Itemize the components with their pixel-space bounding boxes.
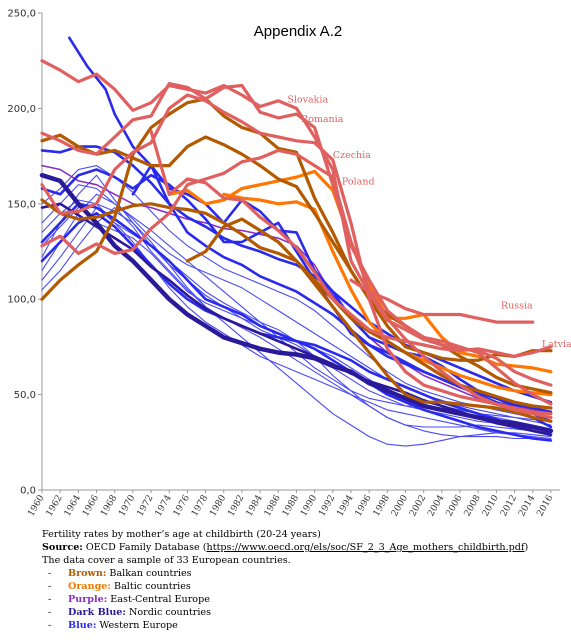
legend-item-dark-blue: - Dark Blue: Nordic countries (42, 606, 562, 619)
x-tick-label: 1996 (354, 493, 374, 518)
x-tick-label: 1992 (317, 494, 337, 519)
x-tick-label: 1968 (99, 493, 119, 518)
x-tick-label: 1998 (372, 493, 392, 518)
annotation-slovakia: Slovakia (287, 95, 328, 106)
y-tick-label: 250,0 (7, 9, 36, 20)
source-end: ) (524, 542, 529, 553)
x-tick-label: 1994 (335, 493, 355, 518)
legend-text: Nordic countries (125, 607, 212, 618)
legend-bullet: - (48, 620, 52, 631)
legend-text: Balkan countries (106, 568, 192, 579)
y-tick-label: 150,0 (7, 199, 36, 210)
series-line-lightblue-22 (41, 174, 552, 430)
y-tick-label: 50,0 (14, 390, 36, 401)
x-tick-label: 1990 (299, 493, 319, 518)
color-legend: - Brown: Balkan countries - Orange: Baltic … (42, 567, 562, 632)
series-line-lightblue-26 (41, 203, 552, 447)
x-tick-label: 2012 (499, 494, 519, 519)
x-tick-label: 1976 (172, 493, 192, 518)
caption-title: Fertility rates by mother’s age at child… (42, 529, 321, 540)
series-line-brown-9 (185, 217, 553, 423)
caption-sample: The data cover a sample of 33 European c… (42, 555, 291, 566)
legend-key: Blue: (68, 620, 97, 631)
legend-item-blue: - Blue: Western Europe (42, 619, 562, 632)
chart-caption: Fertility rates by mother’s age at child… (42, 528, 562, 632)
series-line-lightblue-21 (41, 207, 552, 440)
x-tick-label: 1978 (190, 493, 210, 518)
legend-key: Brown: (68, 568, 107, 579)
series-line-salmon-4 (349, 278, 535, 324)
legend-bullet: - (48, 607, 52, 618)
fertility-line-chart: 0,050,0100,0150,0200,0250,01960196219641… (7, 9, 571, 519)
legend-text: Western Europe (96, 620, 178, 631)
x-tick-label: 2016 (535, 493, 555, 518)
series-line-lightblue-23 (41, 207, 552, 441)
y-tick-label: 100,0 (7, 295, 36, 306)
x-tick-label: 2010 (481, 493, 501, 518)
x-tick-label: 1960 (26, 493, 46, 518)
legend-bullet: - (48, 581, 52, 592)
x-tick-label: 2006 (445, 493, 465, 518)
y-tick-label: 0,0 (20, 486, 36, 497)
legend-item-purple: - Purple: East-Central Europe (42, 593, 562, 606)
chart-series-layer (39, 36, 554, 447)
x-tick-label: 2002 (408, 494, 428, 519)
x-tick-label: 1962 (45, 494, 65, 519)
legend-key: Dark Blue: (68, 607, 126, 618)
series-line-salmon-2 (40, 93, 553, 416)
source-text: OECD Family Database ( (85, 542, 207, 553)
x-tick-label: 1970 (117, 493, 137, 518)
series-line-salmon-5 (149, 129, 553, 358)
series-line-salmon-3 (40, 148, 553, 420)
x-tick-label: 1966 (81, 493, 101, 518)
chart-title: Appendix A.2 (254, 23, 342, 40)
x-tick-label: 1982 (226, 494, 246, 519)
annotation-latvia: Latvia (542, 339, 571, 350)
x-tick-label: 2008 (463, 493, 483, 518)
legend-key: Orange: (68, 581, 111, 592)
x-tick-label: 1964 (63, 493, 83, 518)
legend-item-orange: - Orange: Baltic countries (42, 580, 562, 593)
source-link[interactable]: https://www.oecd.org/els/soc/SF_2_3_Age_… (206, 542, 525, 553)
legend-item-brown: - Brown: Balkan countries (42, 567, 562, 580)
annotation-russia: Russia (501, 301, 533, 312)
caption-source: Source: OECD Family Database (https://ww… (42, 541, 562, 554)
legend-bullet: - (48, 594, 52, 605)
series-line-darkblue-14 (40, 202, 553, 436)
x-tick-label: 2014 (517, 493, 537, 518)
legend-text: Baltic countries (110, 581, 191, 592)
x-tick-label: 1986 (263, 493, 283, 518)
legend-key: Purple: (68, 594, 108, 605)
chart-annotations: Slovakia Romania Czechia Poland Russia Latvia (287, 95, 571, 350)
x-tick-label: 1972 (136, 494, 156, 519)
x-tick-label: 2000 (390, 493, 410, 518)
source-label: Source: (42, 542, 83, 553)
annotation-czechia: Czechia (333, 150, 371, 161)
series-line-brown-7 (40, 133, 553, 395)
annotation-poland: Poland (342, 177, 375, 188)
series-line-blue-16 (40, 145, 553, 404)
legend-bullet: - (48, 568, 52, 579)
y-tick-label: 200,0 (7, 104, 36, 115)
series-line-lightblue-24 (41, 184, 552, 426)
chart-axes: 0,050,0100,0150,0200,0250,01960196219641… (7, 9, 560, 519)
x-tick-label: 1988 (281, 493, 301, 518)
series-line-blue-20 (40, 212, 553, 436)
x-tick-label: 1980 (208, 493, 228, 518)
x-tick-label: 1974 (154, 493, 174, 518)
x-tick-label: 2004 (426, 493, 446, 518)
annotation-romania: Romania (301, 114, 344, 125)
x-tick-label: 1984 (245, 493, 265, 518)
legend-text: East-Central Europe (107, 594, 210, 605)
